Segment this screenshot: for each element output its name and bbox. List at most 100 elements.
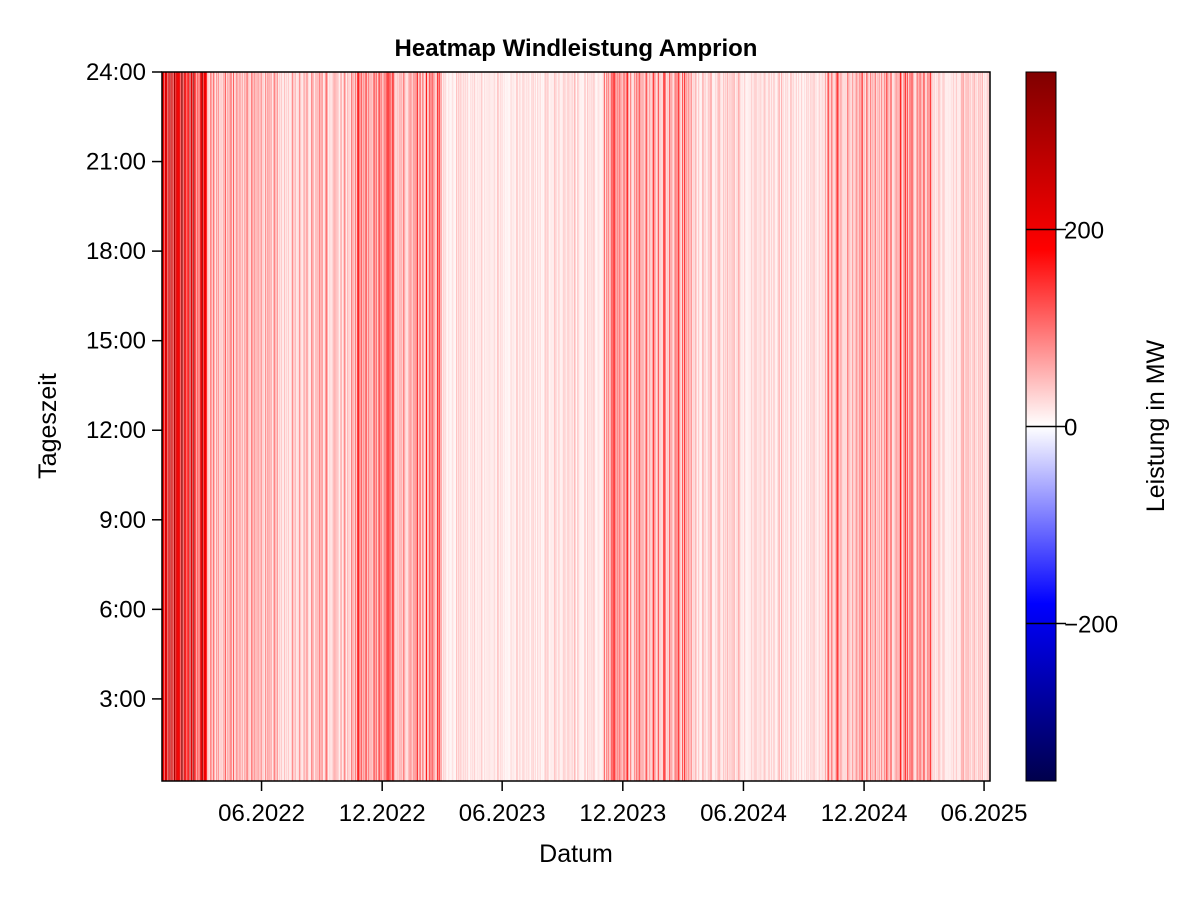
heatmap-column	[734, 72, 736, 781]
heatmap-column	[759, 72, 761, 781]
heatmap-column	[895, 72, 897, 781]
heatmap-column	[247, 72, 249, 781]
heatmap-column	[233, 72, 235, 781]
heatmap-column	[968, 72, 970, 781]
heatmap-column	[695, 72, 697, 781]
heatmap-column	[841, 72, 843, 781]
y-tick-label: 12:00	[86, 417, 146, 444]
heatmap-column	[759, 72, 761, 781]
heatmap-column	[928, 72, 930, 781]
heatmap-column	[189, 72, 191, 781]
heatmap-column	[399, 72, 401, 781]
x-tick-label: 12.2024	[821, 800, 908, 827]
heatmap-column	[349, 72, 351, 781]
heatmap-column	[343, 72, 345, 781]
heatmap-column	[443, 72, 445, 781]
heatmap-column	[398, 72, 400, 781]
heatmap-column	[495, 72, 497, 781]
heatmap-column	[401, 72, 403, 781]
heatmap-column	[750, 72, 752, 781]
heatmap-column	[666, 72, 668, 781]
heatmap-column	[983, 72, 985, 781]
heatmap-column	[919, 72, 921, 781]
heatmap-column	[446, 72, 448, 781]
heatmap-column	[557, 72, 559, 781]
heatmap-column	[690, 72, 692, 781]
heatmap-column	[829, 72, 831, 781]
heatmap-column	[497, 72, 499, 781]
heatmap-column	[481, 72, 483, 781]
heatmap-column	[945, 72, 947, 781]
heatmap-column	[982, 72, 984, 781]
heatmap-column	[316, 72, 318, 781]
heatmap-column	[680, 72, 682, 781]
heatmap-column	[831, 72, 833, 781]
heatmap-column	[182, 72, 184, 781]
heatmap-column	[589, 72, 591, 781]
heatmap-column	[633, 72, 635, 781]
heatmap-column	[809, 72, 811, 781]
heatmap-column	[201, 72, 203, 781]
heatmap-column	[272, 72, 274, 781]
heatmap-column	[757, 72, 759, 781]
heatmap-column	[579, 72, 581, 781]
heatmap-column	[790, 72, 792, 781]
heatmap-column	[769, 72, 771, 781]
heatmap-column	[703, 72, 705, 781]
heatmap-column	[892, 72, 894, 781]
heatmap-column	[258, 72, 260, 781]
heatmap-column	[704, 72, 706, 781]
heatmap-column	[396, 72, 398, 781]
x-tick-label: 06.2024	[700, 800, 787, 827]
heatmap-column	[941, 72, 943, 781]
heatmap-column	[904, 72, 906, 781]
heatmap-column	[406, 72, 408, 781]
heatmap-column	[837, 72, 839, 781]
heatmap-column	[758, 72, 760, 781]
heatmap-column	[941, 72, 943, 781]
heatmap-column	[662, 72, 664, 781]
heatmap-column	[687, 72, 689, 781]
heatmap-column	[821, 72, 823, 781]
heatmap-column	[368, 72, 370, 781]
heatmap-column	[749, 72, 751, 781]
heatmap-column	[302, 72, 304, 781]
heatmap-column	[842, 72, 844, 781]
heatmap-column	[483, 72, 485, 781]
heatmap-column	[795, 72, 797, 781]
heatmap-column	[562, 72, 564, 781]
heatmap-column	[234, 72, 236, 781]
heatmap-column	[924, 72, 926, 781]
heatmap-column	[568, 72, 570, 781]
heatmap-column	[730, 72, 732, 781]
heatmap-column	[781, 72, 783, 781]
heatmap-column	[276, 72, 278, 781]
heatmap-column	[485, 72, 487, 781]
heatmap-column	[735, 72, 737, 781]
heatmap-column	[253, 72, 255, 781]
heatmap-column	[866, 72, 868, 781]
heatmap-column	[499, 72, 501, 781]
heatmap-column	[658, 72, 660, 781]
heatmap-column	[213, 72, 215, 781]
heatmap-column	[605, 72, 607, 781]
heatmap-column	[226, 72, 228, 781]
heatmap-column	[593, 72, 595, 781]
heatmap-column	[957, 72, 959, 781]
heatmap-column	[823, 72, 825, 781]
heatmap-column	[370, 72, 372, 781]
heatmap-column	[925, 72, 927, 781]
heatmap-column	[450, 72, 452, 781]
heatmap-column	[498, 72, 500, 781]
heatmap-column	[500, 72, 502, 781]
heatmap-column	[484, 72, 486, 781]
heatmap-column	[542, 72, 544, 781]
heatmap-column	[313, 72, 315, 781]
heatmap-column	[463, 72, 465, 781]
heatmap-column	[467, 72, 469, 781]
heatmap-column	[830, 72, 832, 781]
heatmap-column	[928, 72, 930, 781]
heatmap-column	[861, 72, 863, 781]
heatmap-column	[278, 72, 280, 781]
heatmap-column	[666, 72, 668, 781]
